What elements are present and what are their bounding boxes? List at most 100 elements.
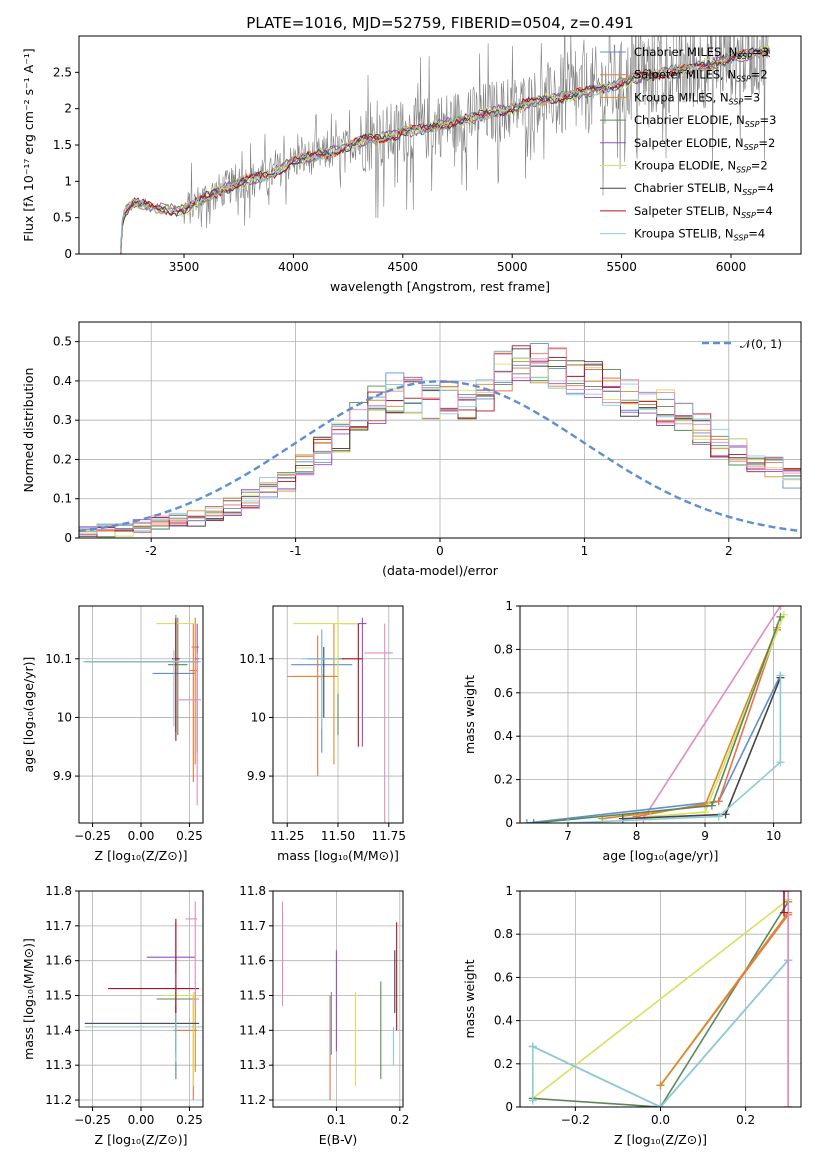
weight-line — [642, 606, 782, 820]
y-tick-label: 1 — [505, 599, 513, 613]
weight-marker — [779, 891, 788, 895]
y-axis-label: mass weight — [462, 959, 477, 1038]
x-tick-label: -2 — [145, 544, 157, 558]
y-tick-label: 1 — [505, 884, 513, 898]
x-tick-label: 3500 — [169, 260, 200, 274]
x-tick-label: 0.2 — [736, 1113, 755, 1127]
weight-line — [526, 675, 782, 823]
weight-line — [567, 675, 782, 823]
plot-area — [528, 891, 793, 1107]
weight-line — [531, 959, 789, 1107]
axes-frame — [78, 890, 204, 1108]
weight-marker — [776, 606, 785, 610]
y-tick-label: 11.6 — [45, 954, 72, 968]
axes-frame — [78, 321, 802, 539]
x-axis-label: Z [log₁₀(Z/Z⊙)] — [614, 1132, 707, 1147]
y-tick-label: 0.4 — [494, 1014, 513, 1028]
x-tick-label: 10 — [766, 829, 781, 843]
x-tick-label: 0.00 — [128, 829, 155, 843]
axes-frame — [78, 35, 802, 255]
weight-marker — [707, 801, 716, 810]
axes-frame — [272, 605, 404, 824]
model-line — [120, 50, 771, 250]
y-tick-label: 0.6 — [494, 686, 513, 700]
y-tick-label: 0.2 — [494, 773, 513, 787]
y-tick-label: 11.3 — [45, 1058, 72, 1072]
residual-histogram — [79, 362, 801, 538]
x-tick-label: 9 — [701, 829, 709, 843]
y-tick-label: 0.8 — [494, 642, 513, 656]
y-tick-label: 9.9 — [247, 769, 266, 783]
legend-entry: Chabrier ELODIE, NSSP=3 — [634, 113, 776, 129]
weight-marker — [656, 1103, 665, 1107]
weight-line — [659, 910, 790, 1107]
chart-weight-vs-age: 7 8 9 10 0 0.2 0.4 0.6 0.8 1 age [log₁₀(age/yr)] ma… — [462, 599, 802, 863]
y-tick-label: 0 — [64, 531, 72, 545]
plot-area — [281, 901, 398, 1101]
plot-area — [79, 343, 801, 538]
y-tick-label: 11.5 — [239, 989, 266, 1003]
y-tick-label: 0.8 — [494, 927, 513, 941]
legend-entry: Kroupa ELODIE, NSSP=2 — [634, 159, 768, 175]
residual-histogram — [79, 359, 801, 538]
residual-histogram — [79, 348, 801, 538]
weight-marker — [776, 671, 785, 680]
weight-marker — [714, 797, 723, 806]
x-tick-label: −0.25 — [74, 1113, 111, 1127]
weight-line — [650, 614, 785, 818]
x-tick-label: 0.25 — [176, 1113, 203, 1127]
weight-marker — [784, 1103, 793, 1107]
y-tick-label: 0.5 — [53, 211, 72, 225]
x-tick-label: −0.2 — [561, 1113, 590, 1127]
weight-marker — [528, 1096, 537, 1105]
y-tick-label: 11.8 — [45, 884, 72, 898]
chart-mass-vs-Z: −0.25 0.00 0.25 11.2 11.3 11.4 11.5 11.6 11.7 11.… — [21, 884, 204, 1147]
legend-entry: Chabrier MILES, NSSP=3 — [634, 45, 769, 61]
weight-marker — [563, 819, 572, 823]
x-tick-label: 11.25 — [270, 829, 304, 843]
chart-title: PLATE=1016, MJD=52759, FIBERID=0504, z=0… — [246, 14, 633, 32]
chart-age-vs-mass: 11.25 11.50 11.75 9.9 10 10.1 mass [log₁₀(M/M⊙… — [239, 605, 406, 863]
weight-marker — [784, 891, 793, 895]
x-tick-label: -1 — [290, 544, 302, 558]
y-tick-label: 11.3 — [239, 1058, 266, 1072]
chart-mass-vs-EBV: 0.1 0.2 11.2 11.3 11.4 11.5 11.6 11.7 11.8 E(B-V) — [239, 884, 409, 1147]
x-tick-label: 7 — [564, 829, 572, 843]
legend-entry: Salpeter MILES, NSSP=2 — [634, 68, 768, 84]
x-axis-label: (data-model)/error — [382, 563, 499, 578]
model-line — [120, 49, 771, 253]
y-tick-label: 11.7 — [45, 919, 72, 933]
x-tick-label: 4500 — [388, 260, 419, 274]
x-tick-label: 1 — [581, 544, 589, 558]
legend-entry: Chabrier STELIB, NSSP=4 — [634, 181, 774, 197]
x-axis-label: Z [log₁₀(Z/Z⊙)] — [95, 848, 188, 863]
y-tick-label: 0 — [64, 247, 72, 261]
x-tick-label: 0.25 — [176, 829, 203, 843]
weight-marker — [714, 812, 723, 821]
chart-age-vs-Z: −0.25 0.00 0.25 9.9 10 10.1 Z [log₁₀(Z/Z⊙)] age… — [21, 605, 204, 863]
y-tick-label: 0.5 — [53, 335, 72, 349]
weight-marker — [779, 610, 788, 619]
plot-area — [120, 36, 771, 254]
x-tick-label: 4000 — [278, 260, 309, 274]
weight-marker — [529, 819, 538, 823]
weight-marker — [776, 758, 785, 767]
weight-line — [532, 898, 789, 1100]
y-tick-label: 0.2 — [53, 452, 72, 466]
y-axis-label: mass weight — [462, 675, 477, 754]
x-tick-label: 2 — [725, 544, 733, 558]
weight-line — [602, 627, 778, 820]
x-tick-label: 0.1 — [327, 1113, 346, 1127]
y-tick-label: 10 — [57, 710, 72, 724]
y-tick-label: 10 — [251, 710, 266, 724]
chart-residuals: -2 -1 0 1 2 0 0.1 0.2 0.3 0.4 0.5 (data-model)/erro… — [21, 321, 802, 578]
x-axis-label: E(B-V) — [319, 1132, 358, 1147]
legend-entry: Kroupa MILES, NSSP=3 — [634, 90, 760, 106]
weight-marker — [721, 810, 730, 819]
axes-frame — [78, 605, 204, 824]
y-axis-label: mass [log₁₀(M/M⊙)] — [21, 938, 36, 1060]
x-tick-label: 11.75 — [372, 829, 406, 843]
x-tick-label: 6000 — [716, 260, 747, 274]
y-tick-label: 0.1 — [53, 492, 72, 506]
y-tick-label: 0 — [505, 1100, 513, 1114]
